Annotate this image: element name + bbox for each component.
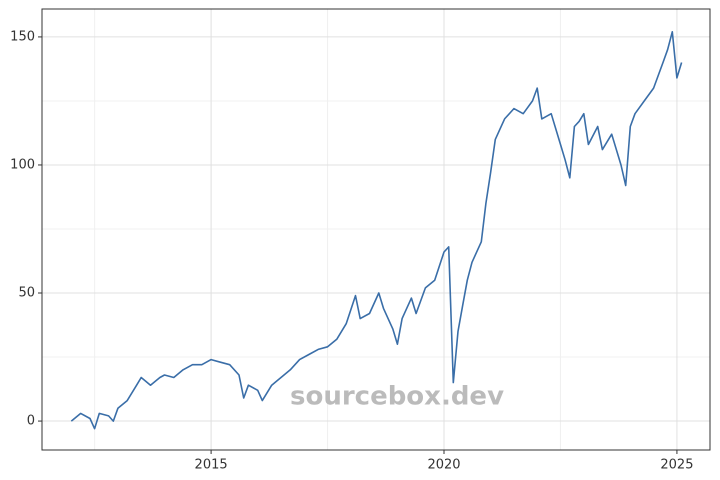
y-tick-label: 0 (27, 414, 35, 429)
x-tick-label: 2025 (660, 458, 693, 473)
y-tick-label: 50 (18, 286, 35, 301)
data-line (70, 31, 683, 430)
plot-border (41, 8, 711, 451)
y-tick-label: 100 (10, 157, 35, 172)
watermark: sourcebox.dev (290, 382, 504, 412)
x-tick-label: 2015 (195, 458, 228, 473)
x-tick-label: 2020 (427, 458, 460, 473)
y-tick-label: 150 (10, 29, 35, 44)
